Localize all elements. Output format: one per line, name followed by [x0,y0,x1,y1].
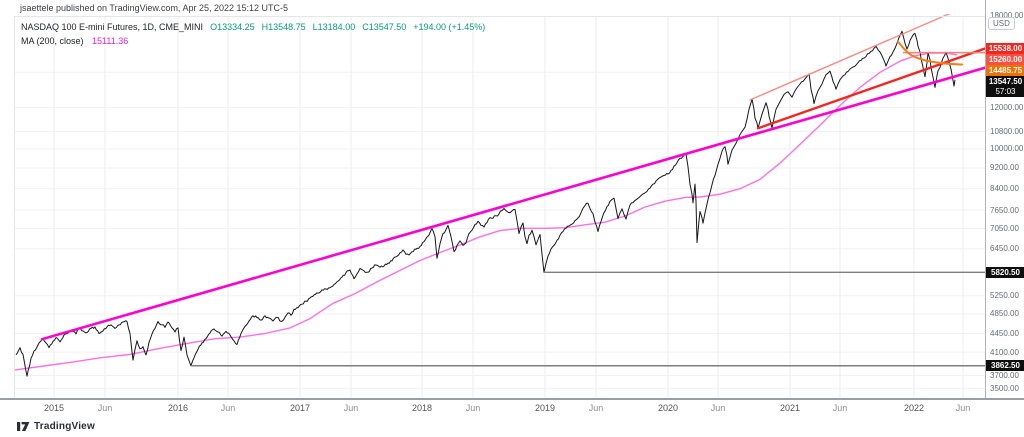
price-tick-label: 8400.00 [990,184,1019,194]
time-axis[interactable]: 2015 Jun 2016 Jun 2017 Jun 2018 Jun 2019 Jun 2020 J… [0,398,1024,416]
time-tick-label: Jun [220,403,236,413]
magenta-trendline[interactable] [40,66,985,341]
price-tick-label: 4450.00 [990,328,1019,338]
price-level-label[interactable]: 3862.50 [986,360,1024,372]
chart-plot-area[interactable]: NASDAQ 100 E-mini Futures, 1D, CME_MINI O… [14,16,985,398]
price-tick-label: 4850.00 [990,309,1019,319]
time-tick-label: 2018 [411,403,433,413]
price-tick-label: 7650.00 [990,205,1019,215]
bar-countdown: 57:03 [986,87,1024,98]
time-tick-label: 2022 [903,403,925,413]
price-tick-label: 3700.00 [990,371,1019,381]
price-tick-label: 10000.00 [990,144,1024,154]
price-tick-label: 7050.00 [990,224,1019,234]
price-tick-label: 18000.00 [990,10,1024,20]
publish-header: jsaettele published on TradingView.com, … [20,3,289,13]
ma-study-label[interactable]: MA (200, close) [21,36,84,46]
time-tick-label: 2019 [534,403,556,413]
ohlc-value: L13184.00 [312,22,356,32]
ma-study-value: 15111.36 [92,36,129,46]
price-tick-label: 9200.00 [990,163,1019,173]
chart-legend: NASDAQ 100 E-mini Futures, 1D, CME_MINI O… [21,21,485,48]
ohlc-value: O13334.25 [210,22,255,32]
time-tick-label: Jun [710,403,726,413]
brand-name: TradingView [34,421,95,432]
price-tick-label: 5250.00 [990,291,1019,301]
symbol-title[interactable]: NASDAQ 100 E-mini Futures, 1D, CME_MINI [21,22,204,32]
tradingview-branding[interactable]: TradingView [17,421,95,432]
ohlc-value: C13547.50 [362,22,407,32]
last-price-label[interactable]: 13547.50 [986,76,1024,88]
ohlc-value: +194.00 (+1.45%) [413,22,486,32]
price-tick-label: 3500.00 [990,383,1019,393]
price-tick-label: 4100.00 [990,347,1019,357]
time-tick-label: 2015 [43,403,65,413]
price-level-label[interactable]: 14485.75 [986,65,1024,77]
price-tick-label: 12000.00 [990,102,1024,112]
ohlc-value: H13548.75 [261,22,306,32]
time-tick-label: 2016 [167,403,189,413]
price-series-line[interactable] [15,30,956,377]
time-tick-label: Jun [588,403,604,413]
legend-symbol-row: NASDAQ 100 E-mini Futures, 1D, CME_MINI O… [21,21,485,34]
price-axis[interactable]: USD 18000.0014000.0012000.0010800.001000… [985,0,1024,398]
time-tick-label: Jun [343,403,359,413]
price-tick-label: 10800.00 [990,126,1024,136]
time-tick-label: Jun [465,403,481,413]
price-level-label[interactable]: 15260.00 [986,54,1024,66]
time-tick-label: Jun [955,403,971,413]
tradingview-logo-icon [17,422,30,431]
price-level-label[interactable]: 5820.50 [986,266,1024,278]
legend-ma-row: MA (200, close) 15111.36 [21,35,485,48]
price-tick-label: 6450.00 [990,244,1019,254]
time-tick-label: Jun [832,403,848,413]
currency-badge[interactable]: USD [988,17,1015,30]
time-tick-label: 2017 [289,403,311,413]
time-tick-label: 2021 [779,403,801,413]
salmon-channel-line[interactable] [749,10,958,101]
time-tick-label: Jun [97,403,113,413]
time-tick-label: 2020 [657,403,679,413]
price-level-label[interactable]: 15538.00 [986,43,1024,55]
red-trendline[interactable] [756,47,985,130]
orange-curve[interactable] [897,40,963,66]
